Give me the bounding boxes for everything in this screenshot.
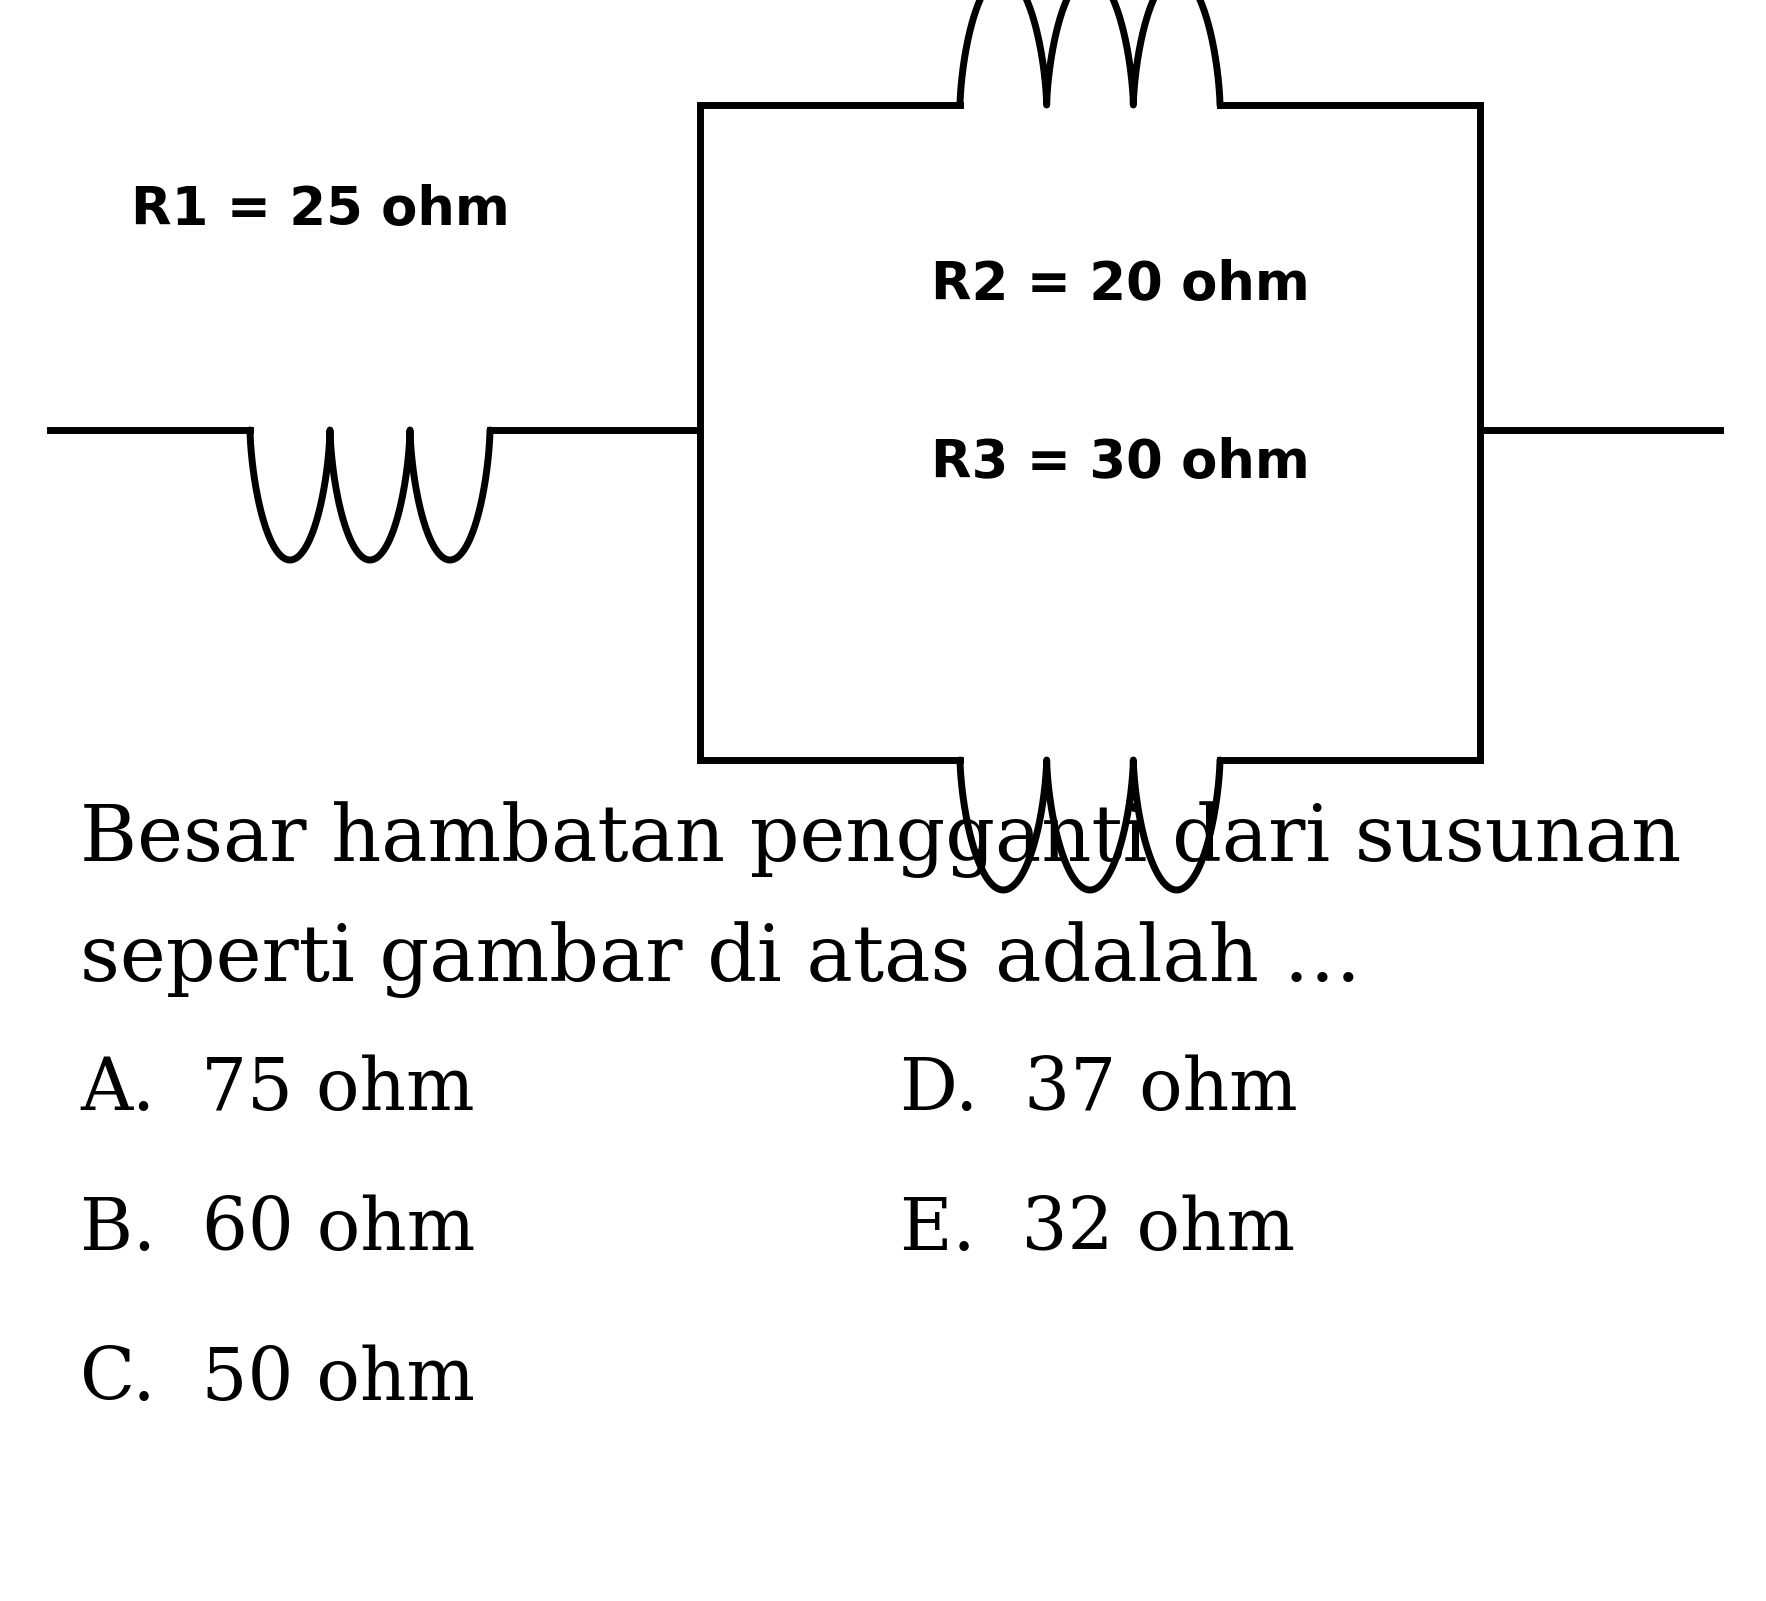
Text: A.  75 ohm: A. 75 ohm bbox=[79, 1055, 475, 1126]
Text: B.  60 ohm: B. 60 ohm bbox=[79, 1194, 475, 1265]
Text: seperti gambar di atas adalah …: seperti gambar di atas adalah … bbox=[79, 922, 1362, 999]
Text: R3 = 30 ohm: R3 = 30 ohm bbox=[931, 437, 1309, 488]
Text: C.  50 ohm: C. 50 ohm bbox=[79, 1345, 475, 1415]
Text: R2 = 20 ohm: R2 = 20 ohm bbox=[931, 259, 1309, 311]
Text: Besar hambatan pengganti dari susunan: Besar hambatan pengganti dari susunan bbox=[79, 802, 1681, 879]
Text: D.  37 ohm: D. 37 ohm bbox=[901, 1055, 1298, 1126]
Text: R1 = 25 ohm: R1 = 25 ohm bbox=[131, 184, 509, 235]
Text: E.  32 ohm: E. 32 ohm bbox=[901, 1194, 1294, 1265]
